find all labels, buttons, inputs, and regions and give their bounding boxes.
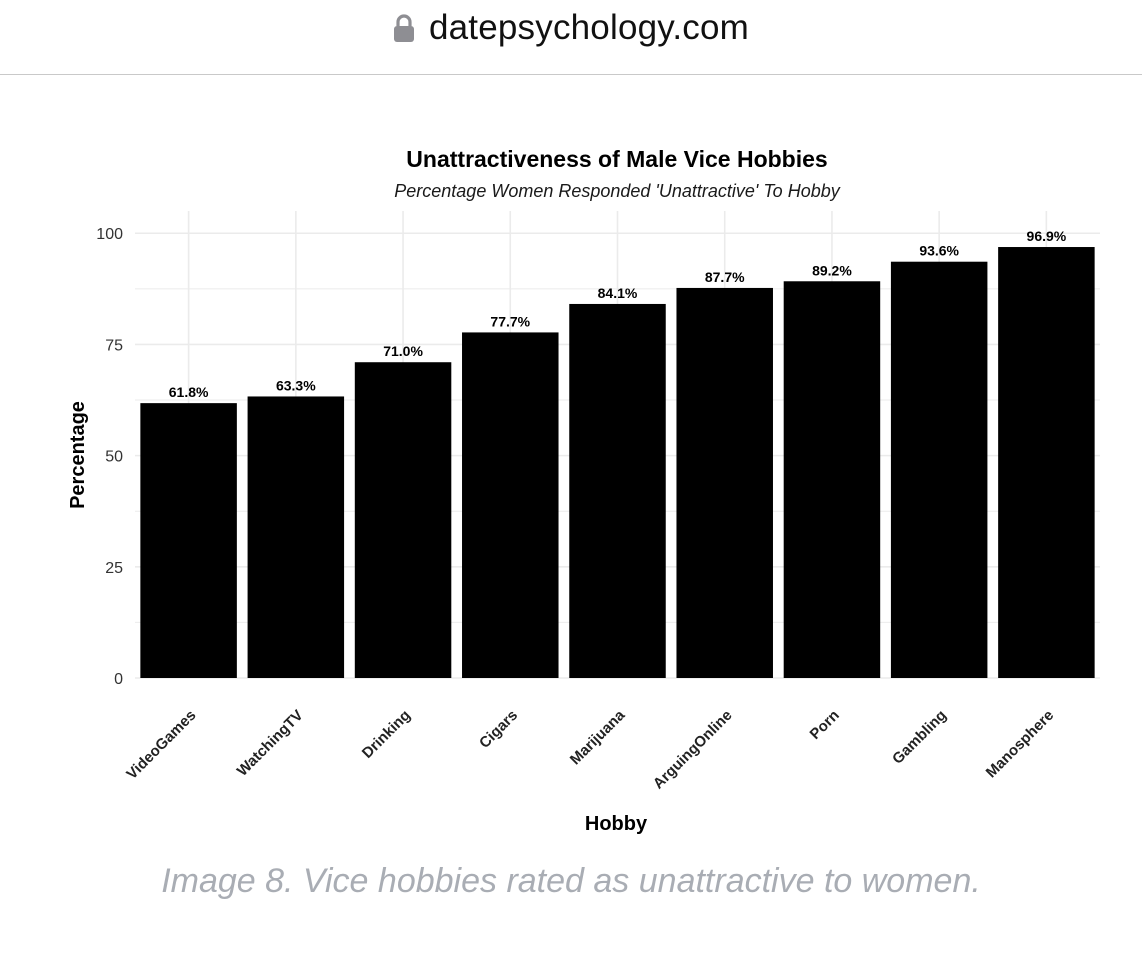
x-tick-label: Cigars — [476, 707, 521, 752]
bar-watchingtv — [247, 396, 345, 678]
data-label: 89.2% — [812, 262, 852, 278]
bars — [140, 247, 1095, 679]
x-tick-label: Manosphere — [983, 707, 1058, 782]
data-labels: 61.8% 63.3% 71.0% 77.7% 84.1% 87.7% 89.2% 93.6%… — [169, 228, 1067, 400]
y-tick-label: 25 — [105, 560, 123, 577]
x-tick-label: Porn — [807, 707, 843, 743]
data-label: 84.1% — [598, 285, 638, 301]
data-label: 93.6% — [919, 243, 959, 259]
y-tick-label: 75 — [105, 337, 123, 354]
data-label: 87.7% — [705, 269, 745, 285]
bar-videogames — [140, 403, 237, 678]
data-label: 96.9% — [1027, 228, 1067, 244]
x-tick-label: Marijuana — [567, 706, 629, 768]
bar-porn — [783, 281, 881, 678]
address-bar[interactable]: datepsychology.com — [0, 0, 1142, 75]
x-tick-labels: VideoGames WatchingTV Drinking Cigars Mariju… — [123, 706, 1057, 792]
data-label: 77.7% — [490, 313, 530, 329]
bar-chart: 61.8% 63.3% 71.0% 77.7% 84.1% 87.7% 89.2% 93.6%… — [67, 146, 1100, 835]
figure-caption: Image 8. Vice hobbies rated as unattract… — [161, 862, 981, 900]
x-tick-label: ArguingOnline — [650, 707, 736, 793]
data-label: 61.8% — [169, 384, 209, 400]
bar-arguingonline — [676, 287, 773, 678]
x-axis-label: Hobby — [585, 813, 648, 835]
x-tick-label: Gambling — [889, 707, 950, 768]
bar-manosphere — [998, 247, 1095, 679]
chart-subtitle: Percentage Women Responded 'Unattractive… — [394, 181, 840, 201]
data-label: 71.0% — [383, 343, 423, 359]
y-tick-labels: 0 25 50 75 100 — [96, 226, 123, 688]
x-tick-label: VideoGames — [123, 707, 199, 783]
x-tick-label: Drinking — [359, 707, 414, 762]
url-text[interactable]: datepsychology.com — [428, 8, 750, 47]
address-bar-content: datepsychology.com — [0, 6, 1142, 50]
bar-cigars — [462, 332, 559, 678]
y-tick-label: 100 — [96, 226, 123, 243]
bar-marijuana — [569, 303, 666, 678]
chart-title: Unattractiveness of Male Vice Hobbies — [406, 146, 827, 172]
y-tick-label: 0 — [114, 671, 123, 688]
lock-icon — [393, 13, 415, 43]
bar-drinking — [354, 362, 452, 678]
data-label: 63.3% — [276, 377, 316, 393]
x-tick-label: WatchingTV — [234, 707, 307, 780]
y-axis-label: Percentage — [67, 401, 89, 509]
y-tick-label: 50 — [105, 449, 123, 466]
bar-gambling — [890, 261, 988, 678]
